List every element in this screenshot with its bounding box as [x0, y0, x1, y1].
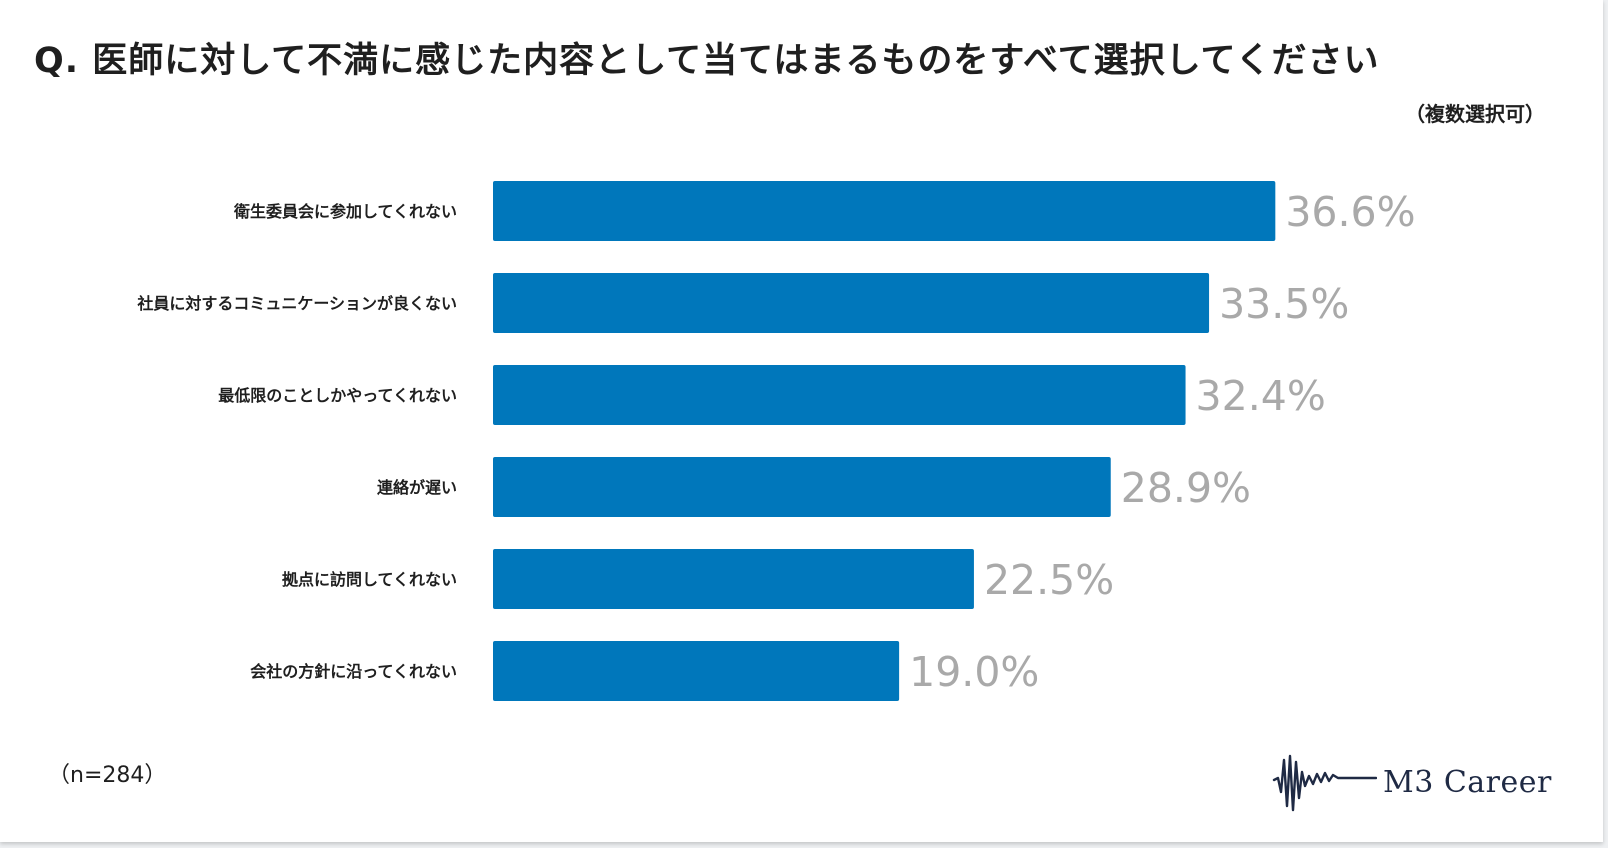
value-label-5: 19.0% — [909, 648, 1039, 696]
bar-0 — [493, 181, 1276, 241]
chart-title: Q. 医師に対して不満に感じた内容として当てはまるものをすべて選択してください — [34, 41, 1380, 81]
bar-2 — [493, 365, 1186, 425]
category-label-5: 会社の方針に沿ってくれない — [250, 662, 457, 681]
category-label-4: 拠点に訪問してくれない — [282, 570, 457, 589]
chart-subtitle: （複数選択可） — [1405, 102, 1545, 126]
value-label-4: 22.5% — [984, 556, 1114, 604]
value-label-2: 32.4% — [1196, 372, 1326, 420]
sample-size-note: （n=284） — [48, 763, 167, 788]
category-label-2: 最低限のことしかやってくれない — [218, 386, 457, 405]
value-label-0: 36.6% — [1285, 188, 1415, 236]
waveform-logo-icon — [1272, 754, 1377, 812]
bar-1 — [493, 273, 1210, 333]
category-label-1: 社員に対するコミュニケーションが良くない — [136, 294, 457, 313]
brand-name: M3 Career — [1383, 765, 1552, 800]
value-label-3: 28.9% — [1121, 464, 1251, 512]
category-label-3: 連絡が遅い — [377, 478, 457, 497]
category-label-0: 衛生委員会に参加してくれない — [233, 202, 457, 221]
bar-5 — [493, 641, 900, 701]
bar-4 — [493, 549, 974, 609]
bar-3 — [493, 457, 1111, 517]
value-label-1: 33.5% — [1219, 280, 1349, 328]
